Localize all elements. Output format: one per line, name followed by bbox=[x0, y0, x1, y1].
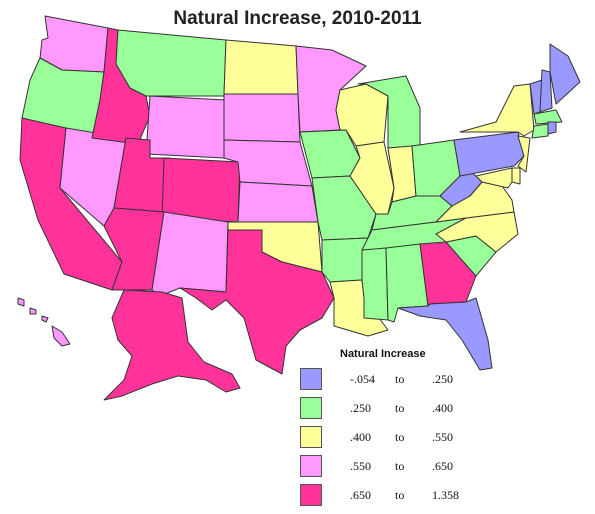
state-wy bbox=[145, 95, 227, 159]
legend-row: .650 to 1.358 bbox=[300, 484, 475, 506]
legend-to-word: to bbox=[395, 459, 405, 473]
legend-to: .250 bbox=[432, 372, 453, 386]
legend-swatch bbox=[300, 484, 322, 506]
state-nj bbox=[517, 135, 531, 173]
legend-swatch bbox=[300, 368, 322, 390]
state-nh bbox=[539, 69, 553, 113]
state-ri bbox=[547, 121, 557, 135]
legend-to-word: to bbox=[395, 372, 405, 386]
legend-title: Natural Increase bbox=[340, 348, 426, 360]
state-tx bbox=[179, 229, 335, 375]
legend-swatch bbox=[300, 397, 322, 419]
legend-swatch bbox=[300, 426, 322, 448]
legend-swatch bbox=[300, 455, 322, 477]
state-me bbox=[549, 43, 581, 105]
legend-to-word: to bbox=[395, 401, 405, 415]
state-ms bbox=[361, 247, 389, 321]
state-hi bbox=[51, 325, 71, 347]
state-hi-maui bbox=[41, 315, 49, 323]
state-ny bbox=[459, 83, 535, 137]
state-hi-oahu bbox=[29, 307, 37, 315]
legend-to: .650 bbox=[432, 459, 453, 473]
map-title: Natural Increase, 2010-2011 bbox=[173, 8, 422, 29]
legend: Natural Increase -.054 to .250 .250 to .… bbox=[300, 348, 475, 508]
state-nm bbox=[151, 211, 229, 297]
state-ks bbox=[237, 181, 319, 223]
state-ar bbox=[321, 237, 369, 283]
legend-from: .550 bbox=[350, 459, 371, 473]
legend-from: .400 bbox=[350, 430, 371, 444]
state-hi-kauai bbox=[17, 297, 25, 307]
legend-to: .400 bbox=[432, 401, 453, 415]
legend-to-word: to bbox=[395, 430, 405, 444]
legend-row: .250 to .400 bbox=[300, 397, 475, 419]
legend-row: -.054 to .250 bbox=[300, 368, 475, 390]
state-mt bbox=[115, 29, 227, 97]
legend-row: .400 to .550 bbox=[300, 426, 475, 448]
legend-to: 1.358 bbox=[432, 488, 459, 502]
legend-from: .250 bbox=[350, 401, 371, 415]
state-nd bbox=[223, 39, 299, 95]
state-fl bbox=[397, 297, 493, 371]
state-sd bbox=[223, 93, 301, 143]
legend-from: -.054 bbox=[350, 372, 375, 386]
state-ak bbox=[103, 289, 241, 401]
legend-to-word: to bbox=[395, 488, 405, 502]
state-ct bbox=[531, 123, 549, 139]
state-ma bbox=[533, 109, 563, 125]
state-md bbox=[475, 167, 513, 189]
legend-from: .650 bbox=[350, 488, 371, 502]
state-co bbox=[161, 157, 241, 223]
legend-row: .550 to .650 bbox=[300, 455, 475, 477]
legend-to: .550 bbox=[432, 430, 453, 444]
state-pa bbox=[453, 131, 525, 177]
state-de bbox=[511, 167, 521, 185]
